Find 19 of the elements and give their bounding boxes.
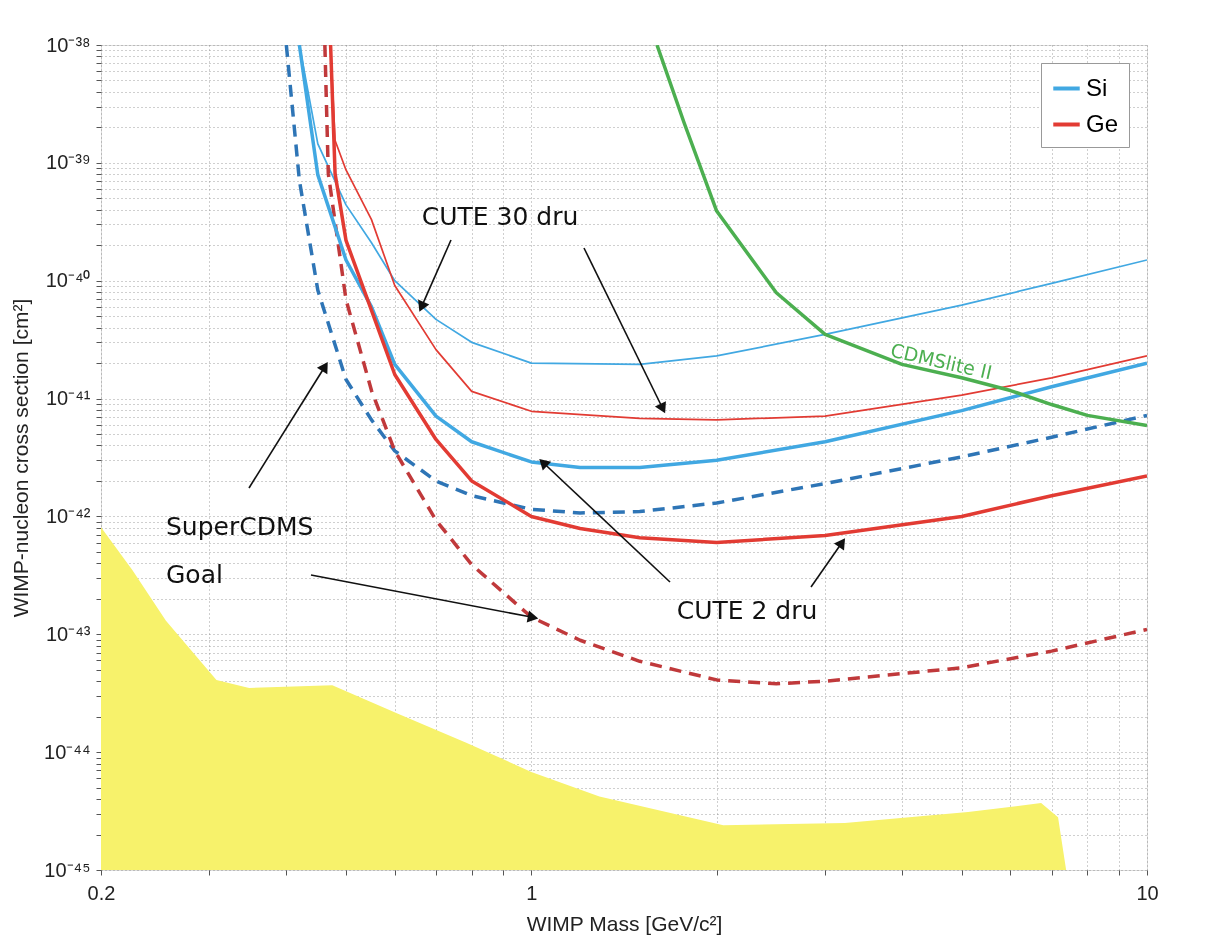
x-axis-title: WIMP Mass [GeV/c²] [526, 911, 723, 935]
y-tick-label: 10⁻⁴⁰ [45, 269, 91, 292]
legend-label: Ge [1086, 109, 1119, 137]
x-tick-label: 10 [1136, 881, 1159, 904]
x-tick-label: 0.2 [87, 881, 116, 904]
annotation: CUTE 30 dru [421, 202, 579, 231]
annotation: SuperCDMS Goal [166, 512, 314, 589]
annotation: CUTE 2 dru [676, 596, 818, 625]
y-tick-label: 10⁻³⁸ [46, 33, 91, 56]
legend-label: Si [1086, 73, 1108, 101]
y-tick-label: 10⁻⁴⁴ [44, 740, 91, 763]
y-axis-title: WIMP-nucleon cross section [cm²] [9, 298, 33, 618]
y-tick-label: 10⁻⁴⁵ [44, 858, 91, 881]
annotation: CDMSlite II [888, 338, 995, 384]
y-tick-label: 10⁻⁴² [46, 504, 91, 527]
y-tick-label: 10⁻³⁹ [46, 151, 91, 174]
y-tick-label: 10⁻⁴³ [46, 622, 91, 645]
y-tick-label: 10⁻⁴¹ [46, 387, 91, 410]
x-tick-label: 1 [526, 881, 538, 904]
